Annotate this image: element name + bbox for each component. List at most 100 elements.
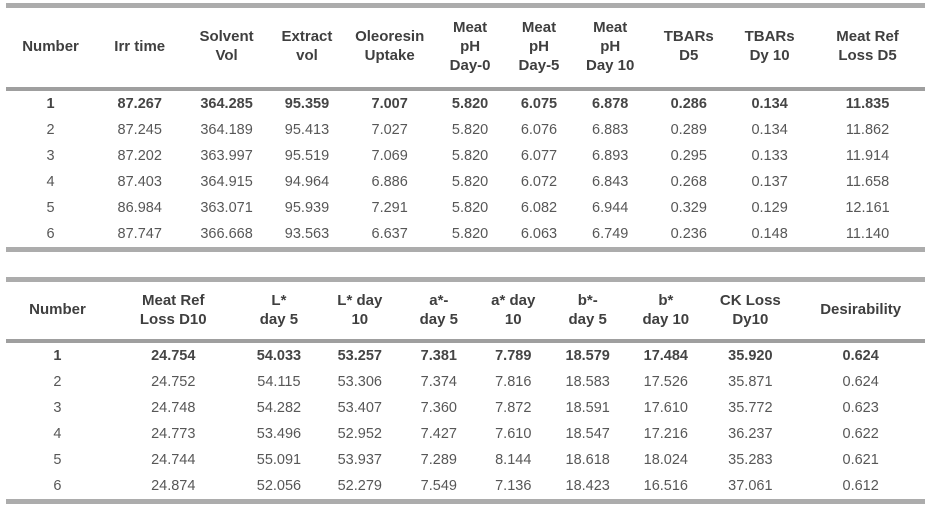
cell: 11.862 xyxy=(845,121,890,138)
cell: 87.267 xyxy=(117,95,162,112)
cell: 35.772 xyxy=(728,400,773,417)
cell: 0.295 xyxy=(670,147,707,164)
cell: 24.744 xyxy=(151,452,196,469)
column-header: Number xyxy=(22,37,79,55)
cell: 95.519 xyxy=(284,147,330,164)
column-header: Extract vol xyxy=(281,28,333,65)
cell: 0.134 xyxy=(751,121,788,138)
table-row: 3 24.748 54.282 53.407 7.360 7.872 18.591 17.61… xyxy=(6,395,925,421)
cell: 6.076 xyxy=(520,121,558,138)
cell: 7.027 xyxy=(371,121,408,138)
column-header: Irr time xyxy=(114,37,166,55)
cell: 0.624 xyxy=(842,348,879,365)
cell: 6.077 xyxy=(520,147,558,164)
cell: 8.144 xyxy=(495,452,532,469)
cell: 0.133 xyxy=(751,147,788,164)
table-row: 1 24.754 54.033 53.257 7.381 7.789 18.579 17.48… xyxy=(6,341,925,369)
cell: 18.618 xyxy=(565,452,610,469)
cell: 0.621 xyxy=(842,452,879,469)
cell: 6.063 xyxy=(520,225,558,242)
table-row: 5 24.744 55.091 53.937 7.289 8.144 18.618 18.02… xyxy=(6,447,925,473)
column-header: CK Loss Dy10 xyxy=(719,291,781,328)
results-table-upper: Number Irr time Solvent Vol Extract vol Oleo… xyxy=(6,3,925,252)
cell: 0.612 xyxy=(842,478,879,495)
cell: 95.939 xyxy=(284,199,330,216)
cell: 18.591 xyxy=(565,400,610,417)
cell: 6.749 xyxy=(592,225,629,242)
column-header: b*- day 5 xyxy=(568,291,607,328)
cell: 54.115 xyxy=(257,374,301,391)
cell: 7.069 xyxy=(371,147,408,164)
cell: 363.071 xyxy=(200,199,253,216)
cell: 24.748 xyxy=(151,400,196,417)
cell: 95.359 xyxy=(284,95,330,112)
cell: 52.279 xyxy=(337,478,382,495)
column-header: Meat pH Day-5 xyxy=(518,19,560,74)
cell: 17.484 xyxy=(643,348,688,365)
cell: 7.374 xyxy=(420,374,457,391)
cell: 5.820 xyxy=(451,173,489,190)
cell: 6 xyxy=(46,225,55,242)
column-header: TBARs D5 xyxy=(663,28,714,65)
column-header: Number xyxy=(29,301,86,319)
cell: 6.075 xyxy=(520,95,558,112)
cell: 53.937 xyxy=(337,452,382,469)
cell: 24.773 xyxy=(151,426,196,443)
cell: 366.668 xyxy=(200,225,253,242)
cell: 3 xyxy=(53,400,62,417)
cell: 53.257 xyxy=(337,348,382,365)
cell: 0.329 xyxy=(670,199,707,216)
column-header: TBARs Dy 10 xyxy=(744,28,795,65)
table-header: Number Meat Ref Loss D10 L* day 5 L* day 10… xyxy=(6,279,925,342)
cell: 0.268 xyxy=(670,173,707,190)
cell: 0.129 xyxy=(751,199,788,216)
table-row: 4 24.773 53.496 52.952 7.427 7.610 18.547 17.21… xyxy=(6,421,925,447)
cell: 6.082 xyxy=(520,199,558,216)
cell: 5.820 xyxy=(451,121,489,138)
table-header: Number Irr time Solvent Vol Extract vol Oleo… xyxy=(6,6,925,89)
cell: 6.944 xyxy=(592,199,629,216)
cell: 18.423 xyxy=(565,478,610,495)
cell: 6.886 xyxy=(371,173,408,190)
cell: 93.563 xyxy=(284,225,330,242)
table-body: 1 87.267 364.285 95.359 7.007 5.820 6.075 6.878… xyxy=(6,89,925,250)
cell: 6.843 xyxy=(592,173,629,190)
cell: 18.583 xyxy=(565,374,610,391)
table-row: 6 87.747 366.668 93.563 6.637 5.820 6.063 6.749… xyxy=(6,221,925,250)
cell: 7.872 xyxy=(495,400,532,417)
cell: 53.496 xyxy=(256,426,302,443)
cell: 11.140 xyxy=(845,225,890,242)
cell: 7.381 xyxy=(420,348,457,365)
cell: 5 xyxy=(46,199,55,216)
table-body: 1 24.754 54.033 53.257 7.381 7.789 18.579 17.48… xyxy=(6,341,925,502)
column-header: a* day 10 xyxy=(491,291,536,328)
cell: 7.136 xyxy=(495,478,532,495)
cell: 4 xyxy=(46,173,55,190)
cell: 5 xyxy=(53,452,62,469)
cell: 6.637 xyxy=(371,225,408,242)
column-header: Oleoresin Uptake xyxy=(355,28,425,65)
cell: 17.216 xyxy=(643,426,688,443)
cell: 17.526 xyxy=(643,374,688,391)
cell: 364.189 xyxy=(200,121,253,138)
cell: 7.427 xyxy=(420,426,457,443)
cell: 364.915 xyxy=(200,173,253,190)
cell: 11.914 xyxy=(845,147,890,164)
cell: 6 xyxy=(53,478,62,495)
column-header: Meat pH Day 10 xyxy=(586,19,635,74)
cell: 24.752 xyxy=(151,374,196,391)
cell: 0.148 xyxy=(751,225,788,242)
cell: 87.202 xyxy=(117,147,162,164)
cell: 95.413 xyxy=(284,121,330,138)
cell: 7.289 xyxy=(420,452,457,469)
column-header: Meat pH Day-0 xyxy=(449,19,491,74)
cell: 86.984 xyxy=(117,199,162,216)
cell: 53.407 xyxy=(337,400,382,417)
cell: 24.874 xyxy=(151,478,196,495)
cell: 18.024 xyxy=(643,452,688,469)
cell: 363.997 xyxy=(200,147,253,164)
table-row: 4 87.403 364.915 94.964 6.886 5.820 6.072 6.843… xyxy=(6,169,925,195)
cell: 7.549 xyxy=(420,478,457,495)
cell: 11.658 xyxy=(845,173,890,190)
cell: 6.878 xyxy=(592,95,629,112)
